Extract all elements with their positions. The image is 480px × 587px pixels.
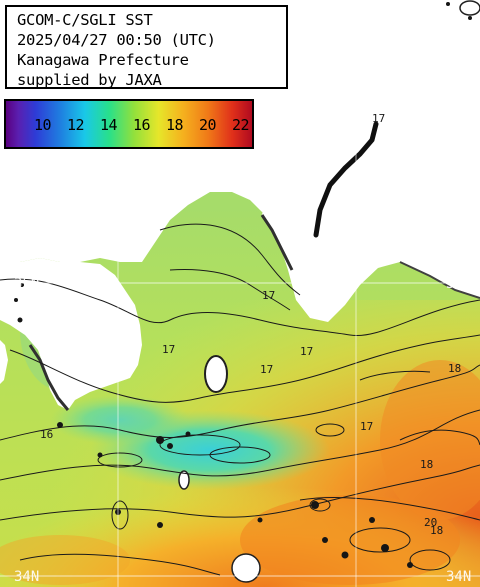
- scale-label: 16: [132, 116, 151, 134]
- title-line-region: Kanagawa Prefecture: [17, 51, 189, 69]
- color-scale-labels: 10 12 14 16 18 20 22: [26, 116, 252, 134]
- lat-label-34n-right: 34N: [446, 569, 472, 585]
- contour-label: 17: [372, 112, 385, 125]
- contour-label: 17: [300, 345, 313, 358]
- coastal-noise: [14, 2, 472, 568]
- color-scale-legend: 10 12 14 16 18 20 22: [4, 99, 254, 149]
- contour-label: 17: [262, 289, 275, 302]
- contour-label: 18: [448, 362, 461, 375]
- contour-label: 20: [424, 516, 437, 529]
- title-line-supplier: supplied by JAXA: [17, 71, 162, 89]
- lat-label-34n-left: 34N: [14, 569, 40, 585]
- scale-label: 18: [165, 116, 184, 134]
- scale-label: 10: [33, 116, 52, 134]
- contour-lines: [0, 223, 480, 576]
- contour-label: 18: [430, 524, 443, 537]
- scale-label: 22: [231, 116, 250, 134]
- scale-label: 12: [66, 116, 85, 134]
- land-mass-west: [0, 258, 142, 410]
- scale-label: 20: [198, 116, 217, 134]
- title-line-datetime: 2025/04/27 00:50 (UTC): [17, 31, 216, 49]
- contour-label: 17: [360, 420, 373, 433]
- island-oshima: [204, 355, 228, 393]
- color-scale-gradient: [6, 101, 252, 147]
- contour-label: 16: [40, 428, 53, 441]
- title-line-product: GCOM-C/SGLI SST: [17, 11, 153, 29]
- title-box: GCOM-C/SGLI SST 2025/04/27 00:50 (UTC) K…: [5, 5, 288, 89]
- contour-label: 17: [260, 363, 273, 376]
- contour-label: 17: [162, 343, 175, 356]
- contour-label: 18: [420, 458, 433, 471]
- scale-label: 14: [99, 116, 118, 134]
- lat-label-35n-right: 35N: [446, 276, 472, 292]
- land-west-edge: [0, 340, 8, 384]
- lat-label-35n-left: 35N: [14, 276, 40, 292]
